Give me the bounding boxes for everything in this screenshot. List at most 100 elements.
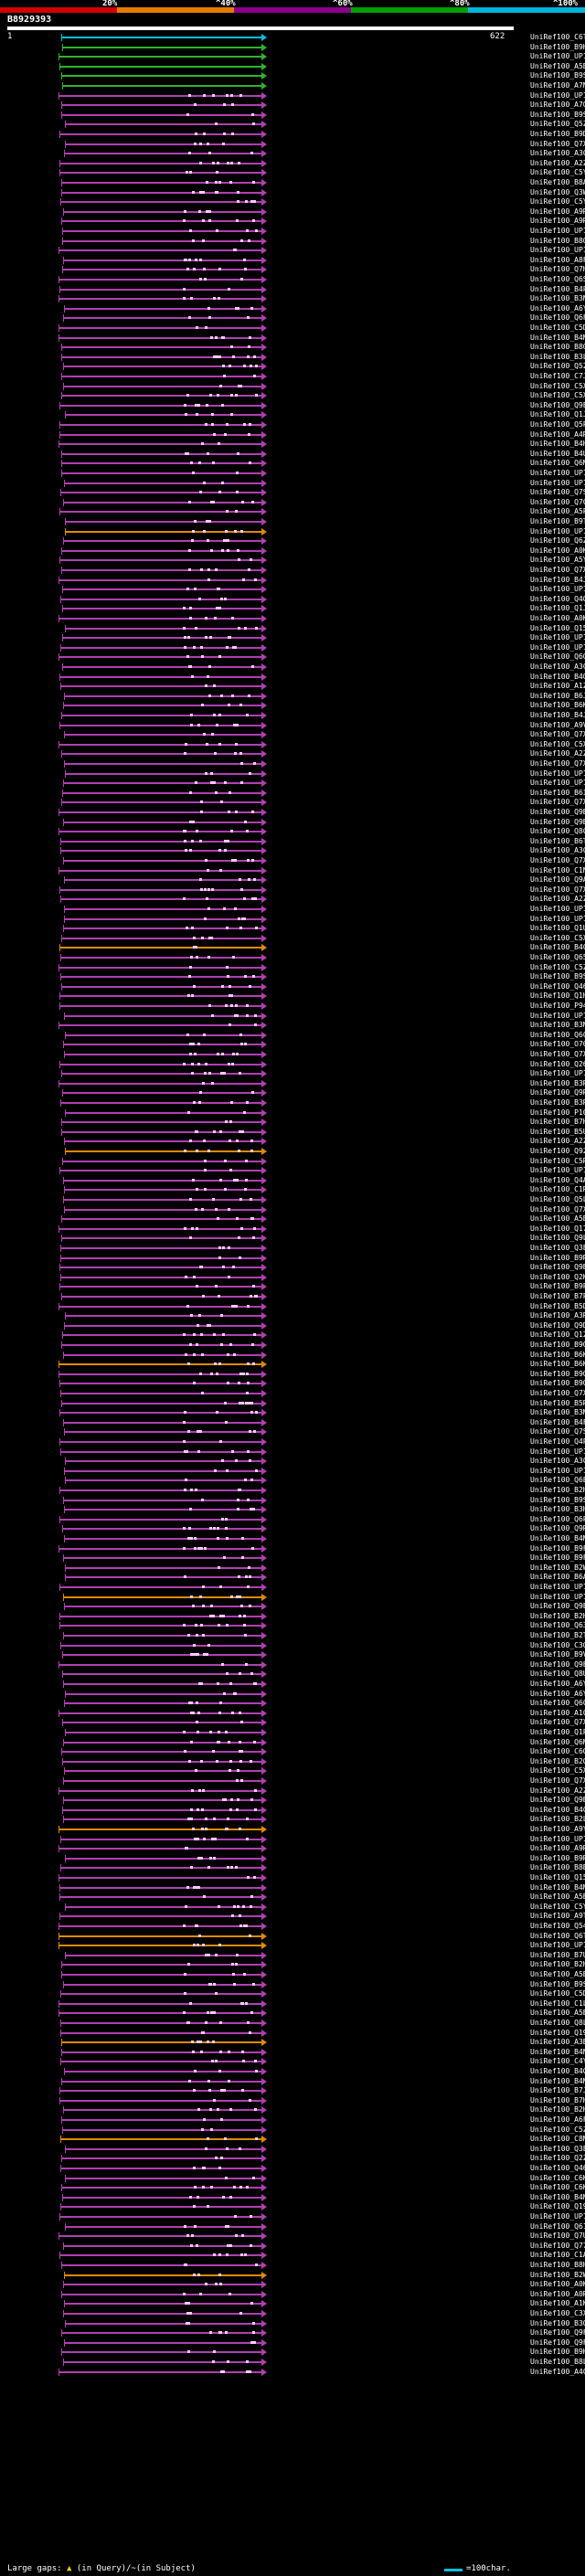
- hit-id[interactable]: UniRef100_Q77WC9: [530, 2241, 585, 2250]
- hit-row[interactable]: UniRef100_C6KR18: [0, 2174, 585, 2183]
- hit-id[interactable]: UniRef100_A9TBK9: [530, 1912, 585, 1921]
- hit-id[interactable]: UniRef100_B6KME4: [530, 1360, 585, 1369]
- hit-id[interactable]: UniRef100_C5XRF2: [530, 933, 585, 942]
- hit-row[interactable]: UniRef100_B9SNV6: [0, 1496, 585, 1505]
- hit-id[interactable]: UniRef100_B2T6K7: [530, 1631, 585, 1639]
- hit-id[interactable]: UniRef100_Q7XDR9: [530, 730, 585, 739]
- hit-id[interactable]: UniRef100_B8A305: [530, 178, 585, 186]
- hit-id[interactable]: UniRef100_B9SNV6: [530, 1495, 585, 1504]
- hit-id[interactable]: UniRef100_C5X1S4: [530, 381, 585, 390]
- hit-row[interactable]: UniRef100_UP1000...: [0, 2212, 585, 2221]
- hit-id[interactable]: UniRef100_A5BSR4: [530, 2009, 585, 2018]
- hit-row[interactable]: UniRef100_B4HMZ5: [0, 440, 585, 449]
- hit-row[interactable]: UniRef100_B6JW89: [0, 692, 585, 701]
- hit-id[interactable]: UniRef100_A0K8V2: [530, 2280, 585, 2289]
- hit-id[interactable]: UniRef100_B3NSK6: [530, 294, 585, 303]
- hit-row[interactable]: UniRef100_A9RUW8: [0, 1844, 585, 1853]
- hit-row[interactable]: UniRef100_C5ZRR9: [0, 2125, 585, 2135]
- hit-row[interactable]: UniRef100_A3RJ04: [0, 1311, 585, 1320]
- hit-row[interactable]: UniRef100_C1NTQ0: [0, 866, 585, 875]
- hit-id[interactable]: UniRef100_A3C5R5: [530, 846, 585, 855]
- hit-id[interactable]: UniRef100_UP1000...: [530, 1592, 585, 1601]
- hit-id[interactable]: UniRef100_C1R836: [530, 1185, 585, 1194]
- hit-id[interactable]: UniRef100_Q3E824: [530, 2144, 585, 2153]
- hit-id[interactable]: UniRef100_Q9ARP1: [530, 875, 585, 885]
- hit-row[interactable]: UniRef100_A4CD80: [0, 2368, 585, 2377]
- hit-row[interactable]: UniRef100_Q65450: [0, 953, 585, 962]
- hit-row[interactable]: UniRef100_UP1000...: [0, 1069, 585, 1078]
- hit-id[interactable]: UniRef100_Q3W398: [530, 187, 585, 196]
- hit-row[interactable]: UniRef100_C5YRT2: [0, 197, 585, 207]
- hit-id[interactable]: UniRef100_Q6FPM8: [530, 313, 585, 323]
- hit-id[interactable]: UniRef100_Q5P5S4: [530, 420, 585, 429]
- hit-row[interactable]: UniRef100_B8LS17: [0, 2358, 585, 2367]
- hit-id[interactable]: UniRef100_A9VSX7: [530, 720, 585, 729]
- hit-row[interactable]: UniRef100_B2L207: [0, 1815, 585, 1824]
- hit-id[interactable]: UniRef100_C6QMZ9: [530, 1747, 585, 1756]
- hit-id[interactable]: UniRef100_A5YET0: [530, 556, 585, 565]
- hit-id[interactable]: UniRef100_A2ZJD2: [530, 749, 585, 758]
- hit-row[interactable]: UniRef100_B2HSA1: [0, 2105, 585, 2115]
- hit-id[interactable]: UniRef100_A1Z8H7: [530, 682, 585, 691]
- hit-id[interactable]: UniRef100_A9RYW2: [530, 217, 585, 226]
- hit-id[interactable]: UniRef100_Q19L0: [530, 2028, 585, 2037]
- hit-id[interactable]: UniRef100_A7NS59: [530, 81, 585, 90]
- hit-row[interactable]: UniRef100_C5Y125: [0, 1903, 585, 1912]
- hit-id[interactable]: UniRef100_A0RDBH: [530, 2289, 585, 2298]
- hit-id[interactable]: UniRef100_UP1000...: [530, 642, 585, 652]
- hit-id[interactable]: UniRef100_Q1JV88: [530, 604, 585, 613]
- hit-id[interactable]: UniRef100_C5DL84: [530, 1989, 585, 1998]
- hit-id[interactable]: UniRef100_B8H018: [530, 2261, 585, 2269]
- hit-row[interactable]: UniRef100_B3RLE4: [0, 1098, 585, 1108]
- hit-id[interactable]: UniRef100_UP1000...: [530, 90, 585, 100]
- hit-row[interactable]: UniRef100_C1R836: [0, 1185, 585, 1194]
- hit-row[interactable]: UniRef100_B3RQ05: [0, 1079, 585, 1088]
- hit-id[interactable]: UniRef100_Q63U11: [530, 1621, 585, 1630]
- hit-id[interactable]: UniRef100_A1KFA1: [530, 2299, 585, 2308]
- hit-id[interactable]: UniRef100_B9SQV8: [530, 71, 585, 80]
- hit-id[interactable]: UniRef100_A3CBM7: [530, 149, 585, 158]
- hit-id[interactable]: UniRef100_B7JN93: [530, 2086, 585, 2095]
- hit-id[interactable]: UniRef100_B3MW45: [530, 1408, 585, 1417]
- hit-row[interactable]: UniRef100_C1L648: [0, 1999, 585, 2009]
- hit-id[interactable]: UniRef100_B4M088: [530, 2076, 585, 2085]
- hit-id[interactable]: UniRef100_A9Y3T0: [530, 1825, 585, 1833]
- hit-row[interactable]: UniRef100_A2ZB12: [0, 895, 585, 904]
- hit-row[interactable]: UniRef100_B9DHX1: [0, 130, 585, 139]
- hit-id[interactable]: UniRef100_Q9FNP1: [530, 2328, 585, 2337]
- hit-row[interactable]: UniRef100_Q7SEP7: [0, 1427, 585, 1436]
- hit-id[interactable]: UniRef100_Q65450: [530, 953, 585, 961]
- hit-row[interactable]: UniRef100_Q8LPH7: [0, 2019, 585, 2028]
- hit-row[interactable]: UniRef100_Q9EUV4: [0, 401, 585, 410]
- hit-row[interactable]: UniRef100_B7HT93: [0, 2096, 585, 2105]
- hit-row[interactable]: UniRef100_B9SPP1: [0, 111, 585, 120]
- hit-id[interactable]: UniRef100_C5D1F9: [530, 323, 585, 332]
- hit-id[interactable]: UniRef100_Q9DEY1: [530, 1320, 585, 1330]
- hit-id[interactable]: UniRef100_Q9RX36: [530, 1088, 585, 1097]
- hit-id[interactable]: UniRef100_C5YRS2: [530, 168, 585, 177]
- hit-row[interactable]: UniRef100_B2HMV9: [0, 1960, 585, 1969]
- hit-id[interactable]: UniRef100_A4RDD6: [530, 429, 585, 439]
- hit-row[interactable]: UniRef100_A1Z8H7: [0, 682, 585, 691]
- hit-row[interactable]: UniRef100_C5Z1M6: [0, 963, 585, 972]
- hit-id[interactable]: UniRef100_C5X101: [530, 739, 585, 748]
- hit-row[interactable]: UniRef100_B6KVR2: [0, 701, 585, 710]
- hit-id[interactable]: UniRef100_Q6PY82: [530, 1514, 585, 1523]
- hit-row[interactable]: UniRef100_UP1000...: [0, 52, 585, 61]
- hit-row[interactable]: UniRef100_A5BSR4: [0, 2009, 585, 2018]
- hit-row[interactable]: UniRef100_Q2K9R2: [0, 1273, 585, 1282]
- hit-row[interactable]: UniRef100_C5XRQ4: [0, 1766, 585, 1776]
- hit-id[interactable]: UniRef100_UP1000...: [530, 1011, 585, 1020]
- hit-row[interactable]: UniRef100_Q6QTW7: [0, 652, 585, 662]
- hit-row[interactable]: UniRef100_Q46172: [0, 2164, 585, 2173]
- hit-id[interactable]: UniRef100_Q7XD77: [530, 1389, 585, 1397]
- hit-id[interactable]: UniRef100_Q8CI59: [530, 827, 585, 836]
- hit-row[interactable]: UniRef100_B2T6K7: [0, 1631, 585, 1640]
- hit-row[interactable]: UniRef100_Q15092: [0, 1873, 585, 1882]
- hit-id[interactable]: UniRef100_UP1000...: [530, 779, 585, 788]
- hit-id[interactable]: UniRef100_Q7XDP1: [530, 856, 585, 864]
- hit-row[interactable]: UniRef100_A9TBK9: [0, 1912, 585, 1921]
- hit-row[interactable]: UniRef100_C6QMZ9: [0, 1747, 585, 1756]
- hit-id[interactable]: UniRef100_Q6ZHK1: [530, 536, 585, 546]
- hit-row[interactable]: UniRef100_B9HL61: [0, 2348, 585, 2357]
